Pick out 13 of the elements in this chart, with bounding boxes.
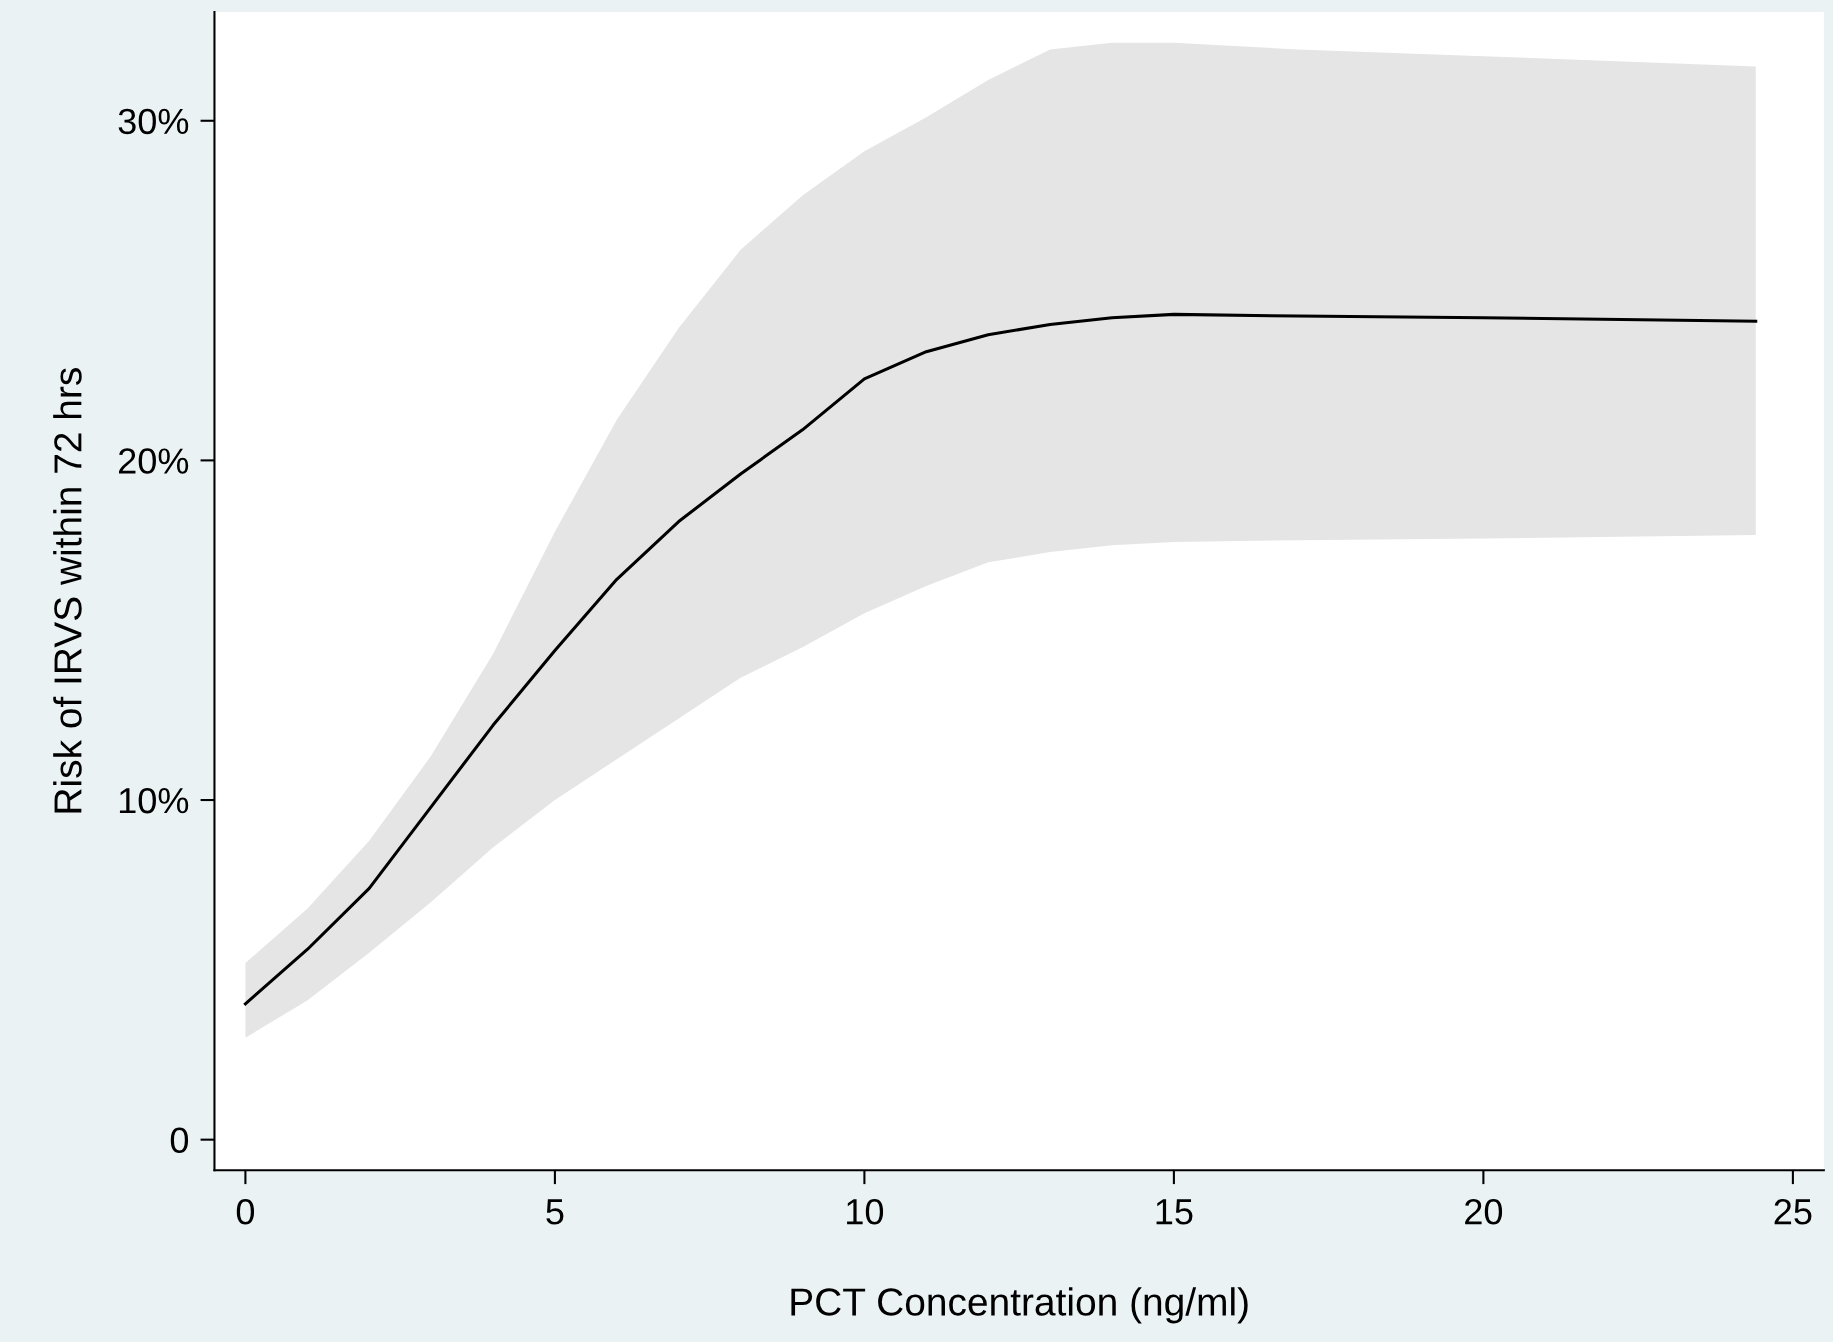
x-tick-label: 10 bbox=[847, 1198, 884, 1225]
y-tick-label: 20% bbox=[119, 448, 189, 474]
y-tick-label: 30% bbox=[118, 108, 189, 135]
x-tick-label: 15 bbox=[1156, 1199, 1193, 1225]
y-tick-label: 10% bbox=[119, 787, 189, 814]
x-tick-label: 25 bbox=[1774, 1198, 1812, 1225]
x-tick-label: 20 bbox=[1465, 1198, 1503, 1225]
y-axis-title: Risk of IRVS within 72 hrs bbox=[53, 368, 82, 813]
x-tick-label: 5 bbox=[546, 1199, 564, 1225]
line-series bbox=[243, 312, 1758, 1006]
y-tick-label: 0 bbox=[170, 1127, 189, 1154]
x-axis-title: PCT Concentration (ng/ml) bbox=[791, 1287, 1248, 1324]
x-tick-label: 0 bbox=[236, 1198, 255, 1225]
